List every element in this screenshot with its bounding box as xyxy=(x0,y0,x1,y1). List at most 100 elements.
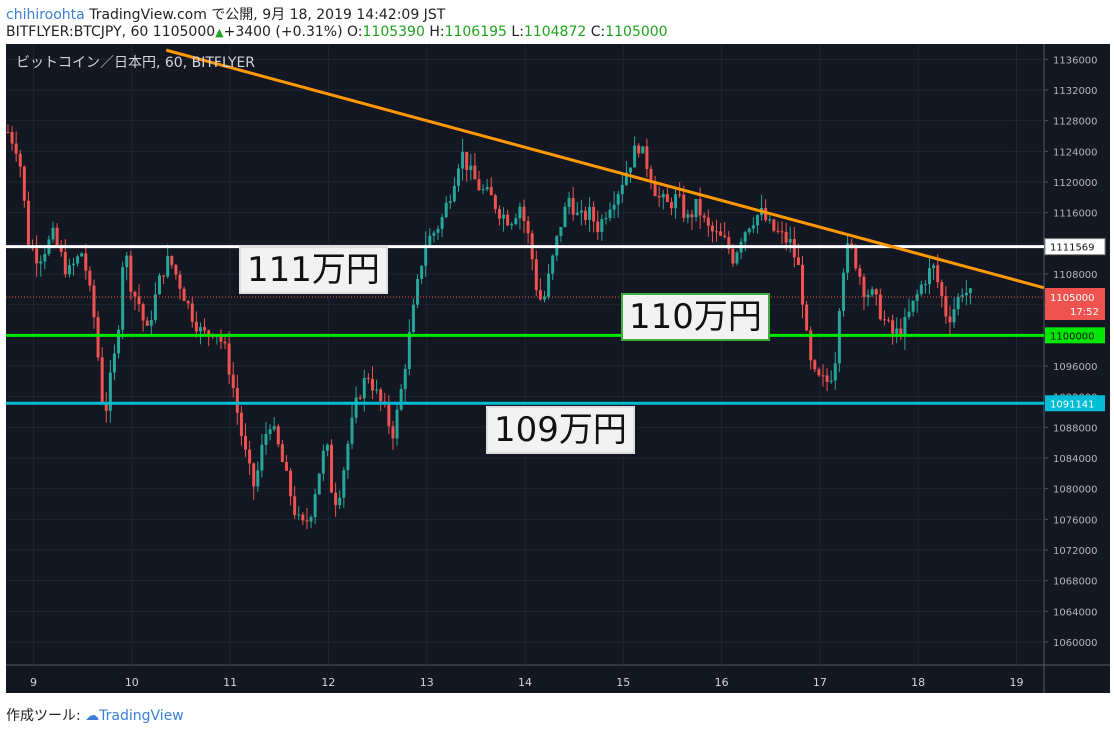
candle-body xyxy=(51,227,55,240)
candle-body xyxy=(71,263,75,266)
candle-body xyxy=(334,492,338,506)
price-axis-background xyxy=(1044,44,1110,665)
candle-body xyxy=(55,227,59,246)
candle-body xyxy=(510,224,514,226)
up-triangle-icon: ▲ xyxy=(215,26,224,39)
candle-body xyxy=(465,151,469,170)
candle-body xyxy=(788,238,792,243)
candle-body xyxy=(792,238,796,258)
candle-body xyxy=(80,253,84,257)
candle-body xyxy=(375,389,379,391)
candle-body xyxy=(678,194,682,196)
footer-prefix: 作成ツール: xyxy=(6,708,81,724)
candle-body xyxy=(436,228,440,233)
candle-body xyxy=(174,264,178,275)
candle-body xyxy=(616,194,620,205)
candle-body xyxy=(895,328,899,334)
candle-body xyxy=(117,329,121,354)
candle-body xyxy=(330,444,334,493)
candle-body xyxy=(88,270,92,286)
candle-body xyxy=(903,316,907,337)
candle-body xyxy=(235,388,239,413)
candle-body xyxy=(940,282,944,296)
price-label-box xyxy=(1045,327,1105,344)
candle-body xyxy=(43,253,47,262)
candle-body xyxy=(686,214,690,218)
candle-body xyxy=(108,372,112,411)
candle-body xyxy=(682,194,686,218)
candle-body xyxy=(39,261,43,264)
candle-body xyxy=(821,375,825,377)
time-tick-label: 18 xyxy=(911,676,925,689)
candle-body xyxy=(63,251,67,275)
tradingview-logo-icon: ☁ xyxy=(85,708,100,724)
footer-brand[interactable]: TradingView xyxy=(99,708,184,724)
candle-body xyxy=(899,328,903,337)
candle-body xyxy=(600,219,604,233)
trendline-group[interactable] xyxy=(165,48,1045,290)
candle-body xyxy=(313,494,317,518)
candle-body xyxy=(936,265,940,283)
candle-body xyxy=(960,295,964,297)
candle-body xyxy=(432,232,436,236)
candle-body xyxy=(891,320,895,334)
candle-body xyxy=(338,497,342,506)
candle-body xyxy=(268,429,272,435)
candle-body xyxy=(641,146,645,154)
candle-body xyxy=(624,172,628,185)
candle-body xyxy=(698,198,702,216)
candle-body xyxy=(407,332,411,370)
price-label-text: 1091141 xyxy=(1050,399,1095,410)
candle-body xyxy=(723,235,727,238)
author-link[interactable]: chihiroohta xyxy=(6,7,85,23)
price-tick-label: 1068000 xyxy=(1053,577,1098,588)
candle-body xyxy=(399,389,403,410)
price-tick-label: 1124000 xyxy=(1053,147,1098,158)
time-tick-label: 15 xyxy=(616,676,630,689)
candle-body xyxy=(567,197,571,207)
candle-body xyxy=(6,131,10,133)
price-label-box xyxy=(1045,395,1105,412)
candle-body xyxy=(719,231,723,236)
candle-body xyxy=(276,426,280,445)
candle-body xyxy=(608,209,612,219)
candle-body xyxy=(440,217,444,229)
candle-body xyxy=(887,319,891,321)
publish-info: chihiroohta TradingView.com で公開, 9月 18, … xyxy=(6,6,445,24)
candle-body xyxy=(559,227,563,236)
candle-body xyxy=(366,377,370,379)
candle-body xyxy=(874,289,878,295)
candle-body xyxy=(403,369,407,390)
candle-body xyxy=(506,214,510,226)
candle-body xyxy=(145,320,149,326)
candle-body xyxy=(420,265,424,279)
candle-body xyxy=(588,206,592,220)
candle-body xyxy=(633,145,637,168)
candle-body xyxy=(92,285,96,318)
time-axis-background xyxy=(6,665,1110,693)
candle-body xyxy=(674,194,678,209)
candle-body xyxy=(219,334,223,342)
candle-body xyxy=(424,244,428,266)
candle-body xyxy=(162,275,166,277)
trendline xyxy=(165,48,1045,290)
price-label-box xyxy=(1044,238,1106,256)
candle-body xyxy=(817,369,821,376)
candle-body xyxy=(825,375,829,382)
candle-body xyxy=(477,179,481,191)
time-axis[interactable]: 9 10 11 12 13 14 15 16 17 18 19 xyxy=(30,676,1023,689)
price-tick-label: 1128000 xyxy=(1053,117,1098,128)
candle-body xyxy=(280,444,284,463)
candle-body xyxy=(35,248,39,264)
candle-body xyxy=(370,378,374,391)
candle-body xyxy=(252,463,256,487)
price-tick-label: 1088000 xyxy=(1053,423,1098,434)
candle-body xyxy=(497,209,501,219)
low-label: L: xyxy=(511,24,524,40)
candle-body xyxy=(22,166,26,201)
last-price-text: 1105000 xyxy=(1050,293,1095,304)
chart-title: ビットコイン／日本円, 60, BITFLYER xyxy=(16,55,255,71)
candle-body xyxy=(809,330,813,361)
candle-body xyxy=(133,291,137,297)
